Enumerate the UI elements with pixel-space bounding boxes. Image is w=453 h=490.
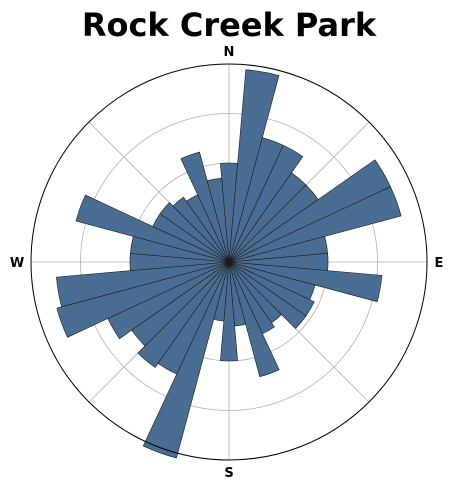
chart-title: Rock Creek Park xyxy=(82,6,377,44)
direction-label-east: E xyxy=(435,256,444,271)
direction-label-north: N xyxy=(224,45,235,60)
direction-label-south: S xyxy=(224,466,233,481)
direction-label-west: W xyxy=(10,256,24,271)
